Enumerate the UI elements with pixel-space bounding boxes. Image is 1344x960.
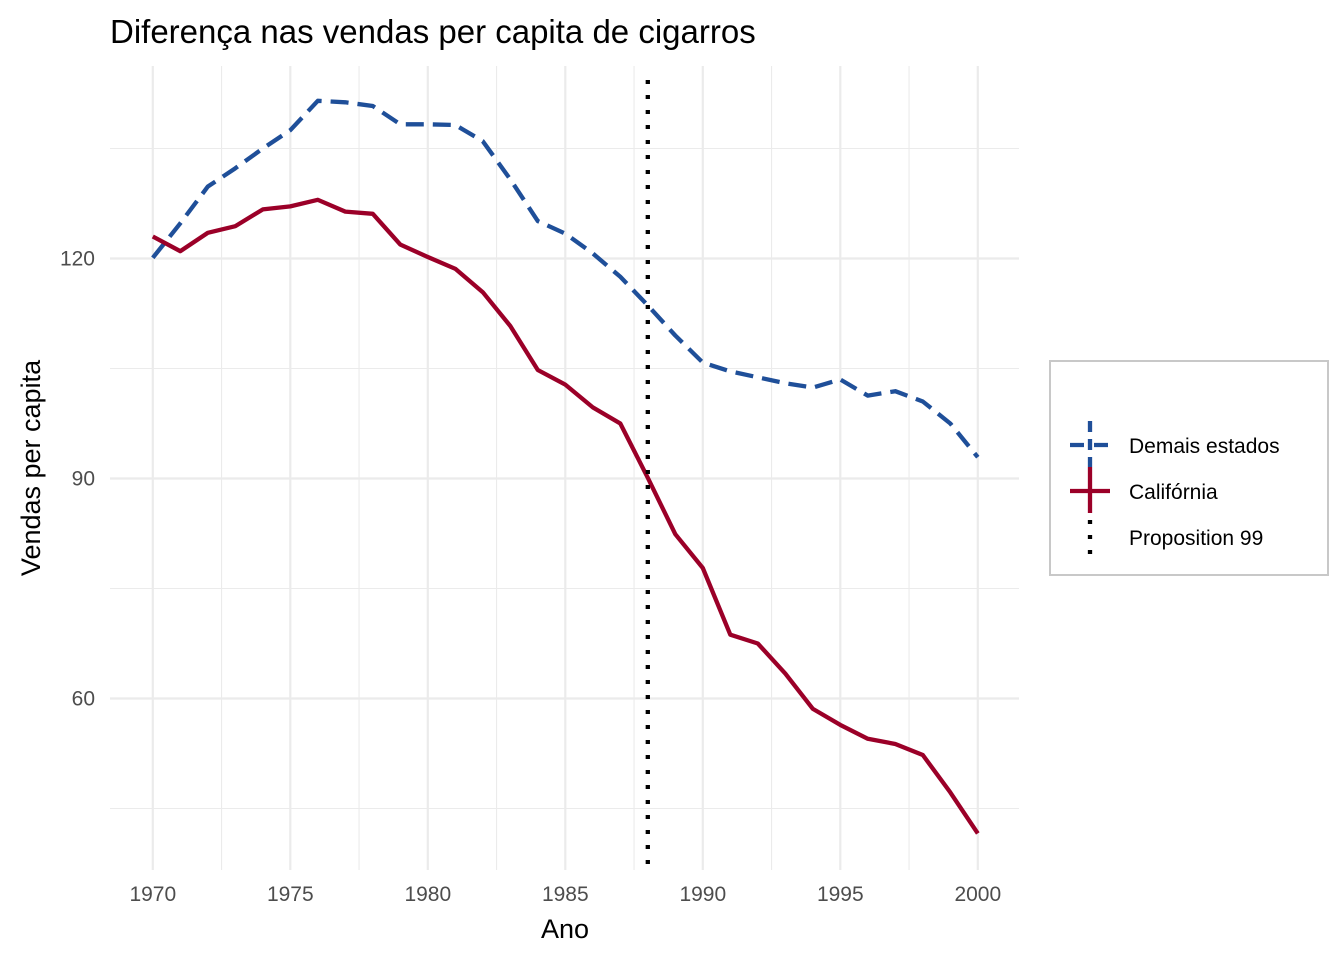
series-line xyxy=(151,197,980,835)
y-tick-label: 120 xyxy=(60,248,95,271)
legend-label: Demais estados xyxy=(1129,435,1280,458)
y-axis-title: Vendas per capita xyxy=(16,359,46,576)
x-tick-label: 1970 xyxy=(129,883,176,906)
legend-items: Demais estados Califórnia Proposition 99 xyxy=(1070,421,1280,559)
x-axis-title: Ano xyxy=(541,914,589,944)
y-tick-label: 60 xyxy=(72,688,95,711)
y-axis-ticks: 60 90 120 xyxy=(60,248,95,711)
x-tick-label: 1995 xyxy=(817,883,864,906)
legend-label: Proposition 99 xyxy=(1129,527,1263,550)
series-layer xyxy=(151,98,980,835)
series-line xyxy=(151,98,980,459)
x-tick-label: 1990 xyxy=(679,883,726,906)
x-tick-label: 1985 xyxy=(542,883,589,906)
plot-panel xyxy=(110,66,1019,870)
x-tick-label: 2000 xyxy=(954,883,1001,906)
legend-box xyxy=(1049,360,1329,576)
legend: Demais estados Califórnia Proposition 99 xyxy=(1049,360,1329,576)
y-tick-label: 90 xyxy=(72,468,95,491)
x-tick-label: 1980 xyxy=(404,883,451,906)
legend-label: Califórnia xyxy=(1129,481,1218,504)
x-tick-label: 1975 xyxy=(267,883,314,906)
chart-title: Diferença nas vendas per capita de cigar… xyxy=(110,13,756,50)
major-gridlines xyxy=(110,66,1019,870)
x-axis-ticks: 1970 1975 1980 1985 1990 1995 2000 xyxy=(129,883,1001,906)
